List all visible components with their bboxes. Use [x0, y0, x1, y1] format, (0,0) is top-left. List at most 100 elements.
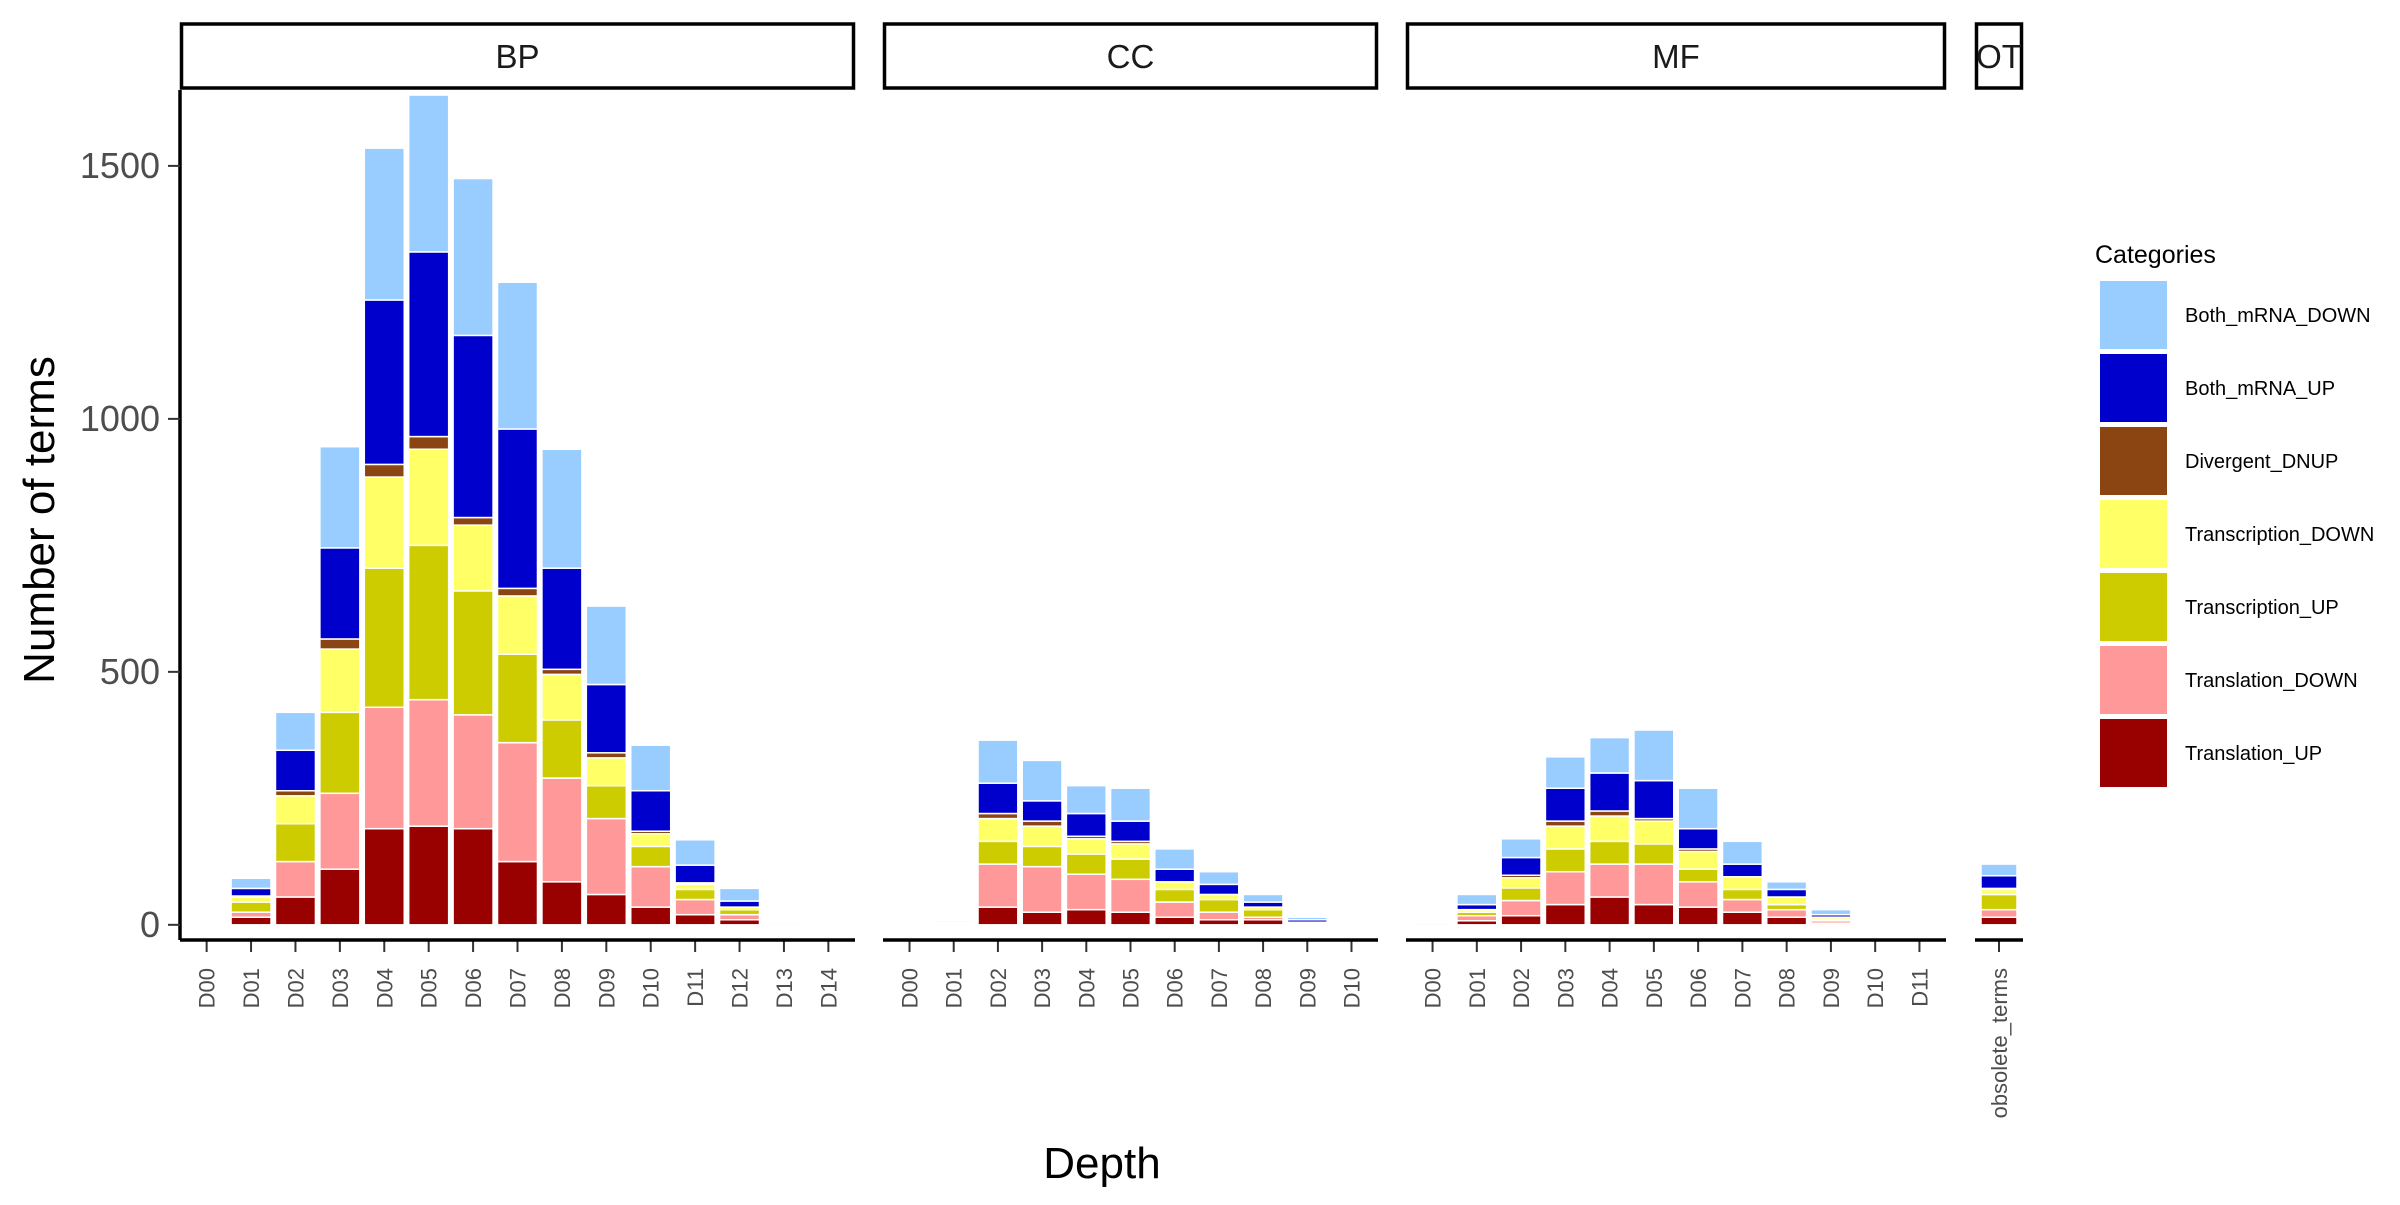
bar-segment-mf-d10-both-mrna-down — [1854, 920, 1896, 924]
bar-segment-mf-d03-divergent-dnup — [1544, 820, 1587, 827]
bar-segment-ot-obsolete-terms-both-mrna-down — [1980, 863, 2018, 877]
bar-segment-bp-d07-both-mrna-up — [496, 428, 539, 590]
bar-segment-cc-d06-both-mrna-down — [1154, 848, 1196, 870]
bar-segment-bp-d10-both-mrna-up — [629, 789, 672, 832]
x-tick-label-mf-d06: D06 — [1686, 968, 1711, 1008]
bar-segment-mf-d03-translation-down — [1544, 870, 1587, 906]
bar-segment-bp-d10-both-mrna-down — [629, 744, 672, 792]
bar-segment-cc-d04-transcription-down — [1065, 838, 1107, 855]
bar-segment-mf-d06-translation-down — [1677, 881, 1719, 908]
bar-segment-mf-d06-transcription-down — [1677, 850, 1719, 870]
bar-segment-bp-d02-translation-down — [274, 860, 317, 898]
bar-segment-bp-d06-translation-up — [452, 827, 494, 926]
x-tick-label-mf-d09: D09 — [1819, 968, 1844, 1008]
bar-segment-bp-d09-translation-down — [585, 817, 628, 896]
bar-segment-bp-d12-both-mrna-up — [718, 900, 761, 908]
bar-segment-cc-d07-both-mrna-down — [1198, 870, 1240, 886]
bar-segment-bp-d07-translation-up — [496, 860, 539, 926]
facet-panel-bp: BP D00 D01 D02 D03 D04 D05 D06 D07 D08 D09 D10 D11 D1… — [179, 22, 856, 1008]
bar-segment-ot-obsolete-terms-translation-down — [1980, 908, 2018, 918]
bar-segment-mf-d03-translation-up — [1544, 903, 1587, 926]
bar-segment-cc-d04-both-mrna-up — [1065, 812, 1107, 838]
facet-strip-label-mf: MF — [1652, 38, 1700, 75]
x-tick-label-bp-d08: D08 — [550, 968, 575, 1008]
bar-segment-bp-d03-both-mrna-up — [319, 547, 361, 640]
bar-segment-bp-d02-both-mrna-up — [274, 749, 317, 792]
bar-segment-mf-d07-both-mrna-up — [1721, 863, 1764, 878]
bar-segment-cc-d05-both-mrna-up — [1109, 820, 1152, 843]
bar-segment-bp-d08-transcription-down — [541, 673, 583, 721]
bar-segment-mf-d01-translation-down — [1456, 914, 1498, 922]
bar-segment-cc-d06-transcription-down — [1154, 881, 1196, 891]
bar-segment-mf-d05-translation-down — [1633, 863, 1675, 906]
bar-segment-mf-d03-transcription-down — [1544, 825, 1587, 850]
x-tick-label-bp-d05: D05 — [417, 968, 442, 1008]
bar-segment-bp-d04-both-mrna-down — [363, 147, 406, 301]
bar-segment-cc-d07-translation-up — [1198, 919, 1240, 926]
x-tick-label-cc-d09: D09 — [1295, 968, 1320, 1008]
legend-key-transcription-down — [2100, 500, 2167, 568]
facet-panels: BP D00 D01 D02 D03 D04 D05 D06 D07 D08 D09 D10 D11 D1… — [179, 22, 2024, 1118]
bar-segment-ot-obsolete-terms-translation-up — [1980, 916, 2018, 926]
x-tick-label-cc-d00: D00 — [898, 968, 923, 1008]
bar-segment-bp-d05-translation-down — [407, 698, 450, 827]
bar-segment-ot-obsolete-terms-transcription-up — [1980, 893, 2018, 911]
bar-segment-mf-d05-both-mrna-up — [1633, 779, 1675, 820]
y-axis-title: Number of terms — [15, 356, 64, 684]
bar-segment-mf-d08-translation-down — [1765, 908, 1808, 918]
x-tick-label-bp-d00: D00 — [195, 968, 220, 1008]
bar-segment-mf-d03-both-mrna-up — [1544, 787, 1587, 822]
bar-segment-cc-d02-translation-down — [977, 863, 1019, 908]
bar-segment-mf-d07-both-mrna-down — [1721, 840, 1764, 865]
bar-segment-mf-d04-transcription-down — [1588, 815, 1631, 843]
x-tick-label-mf-d11: D11 — [1907, 968, 1932, 1007]
x-tick-label-bp-d12: D12 — [728, 968, 753, 1008]
bar-segment-mf-d07-translation-up — [1721, 911, 1764, 926]
bar-segment-bp-d11-transcription-up — [674, 888, 716, 901]
bar-segment-bp-d03-translation-down — [319, 792, 361, 870]
bar-segment-cc-d08-translation-up — [1242, 919, 1284, 926]
bar-segment-mf-d02-translation-up — [1500, 914, 1542, 926]
bar-segment-cc-d04-translation-down — [1065, 873, 1107, 911]
bar-segment-bp-d02-translation-up — [274, 896, 317, 926]
bar-segment-bp-d09-both-mrna-up — [585, 683, 628, 754]
bar-segment-mf-d04-translation-down — [1588, 863, 1631, 898]
x-tick-label-cc-d05: D05 — [1119, 968, 1144, 1008]
bar-segment-bp-d08-both-mrna-down — [541, 448, 583, 569]
facet-panel-mf: MF D00 D01 D02 D03 D04 D05 D06 D07 D08 D09 D10 D11 — [1405, 22, 1947, 1008]
bar-segment-mf-d01-both-mrna-up — [1456, 903, 1498, 911]
bar-segment-bp-d07-both-mrna-down — [496, 281, 539, 430]
bar-segment-mf-d09-both-mrna-down — [1810, 908, 1852, 916]
bar-segment-bp-d03-both-mrna-down — [319, 445, 361, 549]
bar-segment-cc-d03-transcription-up — [1021, 845, 1063, 868]
bar-segment-bp-d02-transcription-up — [274, 822, 317, 863]
x-tick-label-cc-d10: D10 — [1339, 968, 1364, 1008]
bar-segment-mf-d06-transcription-up — [1677, 868, 1719, 883]
bar-segment-bp-d10-transcription-up — [629, 845, 672, 868]
bar-segment-bp-d05-both-mrna-down — [407, 94, 450, 253]
bar-segment-bp-d10-translation-down — [629, 865, 672, 908]
bar-segment-cc-d08-both-mrna-down — [1242, 893, 1284, 903]
x-tick-label-bp-d07: D07 — [506, 968, 531, 1008]
bar-segment-cc-d02-both-mrna-down — [977, 739, 1019, 784]
bar-segment-bp-d03-divergent-dnup — [319, 638, 361, 650]
bar-segment-cc-d06-transcription-up — [1154, 888, 1196, 903]
bar-segment-bp-d12-translation-up — [718, 919, 761, 926]
bar-segment-mf-d06-both-mrna-up — [1677, 827, 1719, 850]
bar-segment-mf-d05-transcription-up — [1633, 843, 1675, 865]
bar-segment-bp-d05-transcription-up — [407, 544, 450, 701]
bar-segment-cc-d07-both-mrna-up — [1198, 883, 1240, 896]
legend-label-transcription-down: Transcription_DOWN — [2185, 524, 2374, 546]
legend-key-translation-down — [2100, 646, 2167, 714]
legend-label-translation-down: Translation_DOWN — [2185, 670, 2358, 692]
bar-segment-cc-d07-transcription-down — [1198, 893, 1240, 901]
bar-segment-bp-d02-divergent-dnup — [274, 789, 317, 797]
x-tick-label-ot-obsolete-terms: obsolete_terms — [1987, 968, 2012, 1118]
bar-segment-cc-d06-translation-up — [1154, 916, 1196, 926]
bar-segment-bp-d05-divergent-dnup — [407, 435, 450, 450]
bar-segment-cc-d06-translation-down — [1154, 901, 1196, 918]
bar-segment-bp-d06-divergent-dnup — [452, 516, 494, 526]
x-tick-label-mf-d08: D08 — [1775, 968, 1800, 1008]
bar-segment-bp-d04-translation-down — [363, 706, 406, 830]
bar-segment-bp-d00-both-mrna-up — [185, 922, 228, 925]
